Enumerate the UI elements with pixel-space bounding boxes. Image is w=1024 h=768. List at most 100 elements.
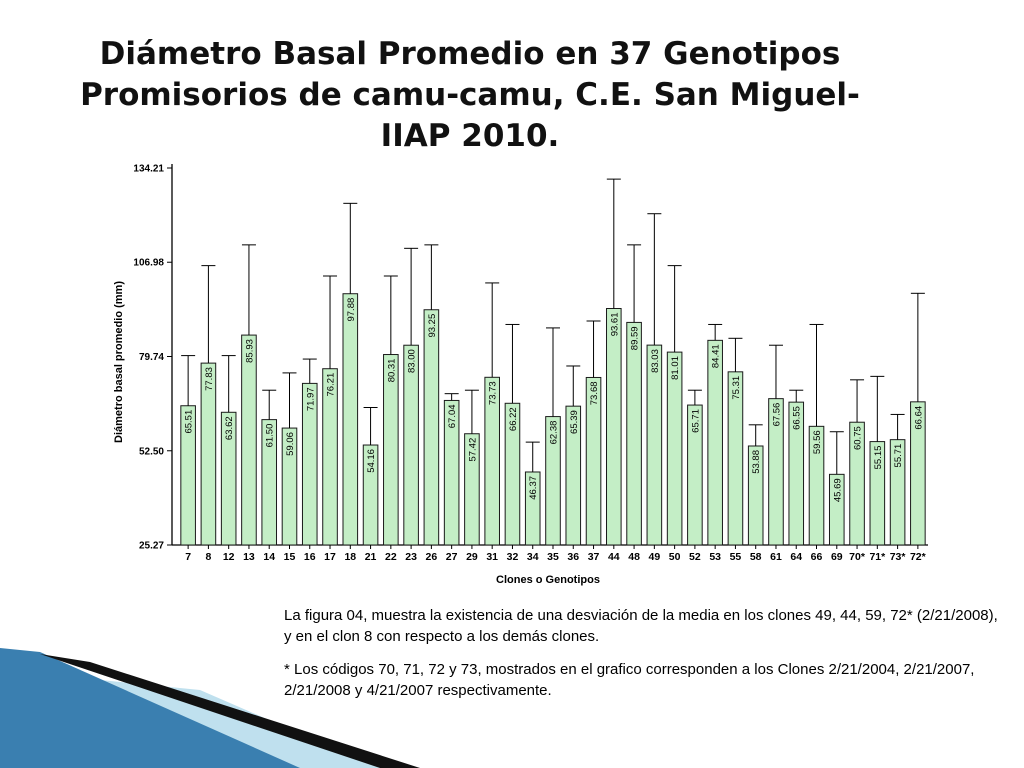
value-label-23: 83.00 bbox=[407, 349, 418, 373]
bar-49 bbox=[646, 344, 663, 546]
caption-paragraph-1: La figura 04, muestra la existencia de u… bbox=[284, 607, 998, 645]
y-tick-label: 134.21 bbox=[133, 164, 164, 175]
value-label-58: 53.88 bbox=[751, 450, 762, 474]
value-label-69: 45.69 bbox=[832, 478, 843, 502]
caption-paragraph-2: * Los códigos 70, 71, 72 y 73, mostrados… bbox=[284, 661, 975, 699]
bar-18 bbox=[342, 293, 359, 546]
category-label-37: 37 bbox=[588, 551, 600, 563]
category-label-12: 12 bbox=[223, 551, 235, 563]
x-axis-title: Clones o Genotipos bbox=[496, 574, 600, 586]
value-label-55: 75.31 bbox=[731, 376, 742, 400]
category-label-52: 52 bbox=[689, 551, 701, 563]
value-label-53: 84.41 bbox=[711, 344, 722, 368]
category-label-66: 66 bbox=[811, 551, 823, 563]
value-label-15: 59.06 bbox=[285, 432, 296, 456]
category-label-36: 36 bbox=[567, 551, 579, 563]
category-label-69: 69 bbox=[831, 551, 843, 563]
slide-title: Diámetro Basal Promedio en 37 Genotipos … bbox=[80, 36, 860, 154]
chart-error-bars bbox=[181, 178, 925, 475]
category-label-27: 27 bbox=[446, 551, 458, 563]
value-label-34: 46.37 bbox=[528, 476, 539, 500]
value-label-32: 66.22 bbox=[508, 407, 519, 431]
value-label-22: 80.31 bbox=[386, 359, 397, 383]
value-label-50: 81.01 bbox=[670, 356, 681, 380]
chart-value-labels: 65.51 77.83 63.62 85.93 61.50 59.06 71.97 76.21… bbox=[184, 298, 925, 502]
bar-50 bbox=[666, 351, 683, 546]
bar-26 bbox=[423, 309, 440, 546]
value-label-44: 93.61 bbox=[609, 313, 620, 337]
category-label-15: 15 bbox=[284, 551, 296, 563]
decorative-swoosh bbox=[0, 648, 420, 768]
chart-category-labels: 7 8 12 13 14 15 16 17 18 21 22 23 26 27 29 31 32 34 35 36 37… bbox=[185, 545, 927, 563]
category-label-49: 49 bbox=[649, 551, 661, 563]
category-label-8: 8 bbox=[205, 551, 211, 563]
value-label-35: 62.38 bbox=[549, 421, 560, 445]
category-label-7: 7 bbox=[185, 551, 191, 563]
value-label-16: 71.97 bbox=[305, 387, 316, 411]
value-label-8: 77.83 bbox=[204, 367, 215, 391]
y-tick-label: 79.74 bbox=[139, 352, 164, 363]
value-label-70*: 60.75 bbox=[853, 426, 864, 450]
category-label-55: 55 bbox=[730, 551, 742, 563]
value-label-71*: 55.15 bbox=[873, 446, 884, 470]
value-label-14: 61.50 bbox=[265, 424, 276, 448]
category-label-61: 61 bbox=[770, 551, 782, 563]
category-label-22: 22 bbox=[385, 551, 397, 563]
bar-44 bbox=[606, 308, 622, 546]
value-label-48: 89.59 bbox=[630, 326, 641, 350]
y-tick-label: 25.27 bbox=[139, 541, 164, 552]
bar-48 bbox=[626, 321, 642, 546]
swoosh-dark bbox=[40, 654, 420, 768]
category-label-35: 35 bbox=[547, 551, 559, 563]
value-label-21: 54.16 bbox=[366, 449, 377, 473]
bar-23 bbox=[403, 344, 419, 546]
category-label-50: 50 bbox=[669, 551, 681, 563]
category-label-73*: 73* bbox=[890, 551, 907, 563]
category-label-26: 26 bbox=[426, 551, 438, 563]
category-label-31: 31 bbox=[486, 551, 498, 563]
value-label-66: 59.56 bbox=[812, 430, 823, 454]
value-label-17: 76.21 bbox=[326, 373, 337, 397]
value-label-52: 65.71 bbox=[690, 409, 701, 433]
bar-13 bbox=[241, 334, 257, 546]
value-label-72*: 66.64 bbox=[913, 406, 924, 430]
value-label-27: 67.04 bbox=[447, 404, 458, 428]
value-label-31: 73.73 bbox=[488, 381, 499, 405]
category-label-32: 32 bbox=[507, 551, 519, 563]
category-label-53: 53 bbox=[709, 551, 721, 563]
category-label-17: 17 bbox=[324, 551, 336, 563]
category-label-16: 16 bbox=[304, 551, 316, 563]
category-label-58: 58 bbox=[750, 551, 762, 563]
category-label-71*: 71* bbox=[869, 551, 886, 563]
y-tick-label: 106.98 bbox=[133, 258, 164, 269]
category-label-14: 14 bbox=[263, 551, 275, 563]
bar-53 bbox=[707, 339, 723, 546]
category-label-48: 48 bbox=[628, 551, 640, 563]
category-label-18: 18 bbox=[344, 551, 356, 563]
y-axis-title: Diámetro basal promedio (mm) bbox=[113, 281, 125, 443]
value-label-61: 67.56 bbox=[771, 403, 782, 427]
category-label-34: 34 bbox=[527, 551, 539, 563]
value-label-7: 65.51 bbox=[184, 410, 195, 434]
value-label-64: 66.55 bbox=[792, 406, 803, 430]
value-label-36: 65.39 bbox=[569, 410, 580, 434]
category-label-29: 29 bbox=[466, 551, 478, 563]
category-label-72*: 72* bbox=[910, 551, 927, 563]
value-label-12: 63.62 bbox=[224, 416, 235, 440]
value-label-13: 85.93 bbox=[244, 339, 255, 363]
y-tick-label: 52.50 bbox=[139, 446, 164, 457]
caption: La figura 04, muestra la existencia de u… bbox=[284, 605, 1004, 713]
value-label-18: 97.88 bbox=[346, 298, 357, 322]
value-label-37: 73.68 bbox=[589, 381, 600, 405]
category-label-64: 64 bbox=[790, 551, 802, 563]
value-label-49: 83.03 bbox=[650, 349, 661, 373]
category-label-13: 13 bbox=[243, 551, 255, 563]
swoosh-blue bbox=[0, 648, 300, 768]
value-label-73*: 55.71 bbox=[893, 444, 904, 468]
value-label-29: 57.42 bbox=[467, 438, 478, 462]
bar-chart: 25.27 52.50 79.74 106.98 134.21 65.51 77.83 63… bbox=[113, 164, 928, 586]
category-label-23: 23 bbox=[405, 551, 417, 563]
category-label-21: 21 bbox=[365, 551, 377, 563]
category-label-70*: 70* bbox=[849, 551, 866, 563]
value-label-26: 93.25 bbox=[427, 314, 438, 338]
